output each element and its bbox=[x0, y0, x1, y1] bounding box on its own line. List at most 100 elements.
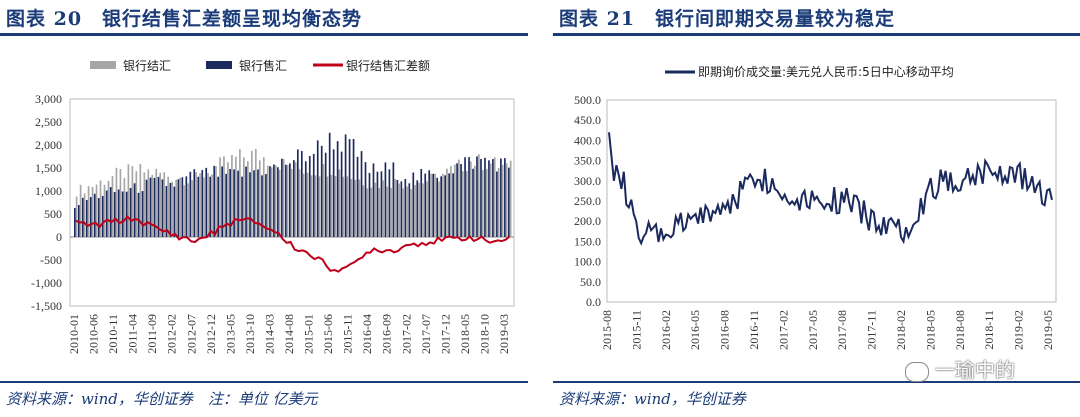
left-bar-settlement bbox=[159, 172, 162, 237]
right-x-tick-label: 2019-05 bbox=[1041, 310, 1055, 350]
left-bar-sale bbox=[269, 166, 271, 237]
left-x-tick-label: 2019-03 bbox=[497, 314, 511, 354]
left-bar-sale bbox=[157, 176, 160, 237]
left-legend-label: 银行售汇 bbox=[239, 58, 287, 73]
right-chart-panel: 图表 21 银行间即期交易量较为稳定 500.0 450.0 400.0 350.0 3… bbox=[553, 0, 1080, 417]
left-bar-sale bbox=[74, 207, 76, 237]
left-bar-settlement bbox=[334, 175, 337, 237]
left-bar-settlement bbox=[462, 171, 464, 237]
left-bar-settlement bbox=[398, 183, 400, 237]
left-bar-settlement bbox=[207, 173, 209, 237]
left-bar-sale bbox=[344, 134, 347, 237]
right-plot-area bbox=[606, 99, 1057, 303]
left-y-tick-label: 0 bbox=[56, 230, 62, 244]
left-bar-sale bbox=[400, 181, 403, 237]
left-bar-sale bbox=[281, 158, 283, 237]
left-bar-settlement bbox=[199, 173, 201, 237]
left-source-note: 资料来源：wind，华创证券 注：单位 亿美元 bbox=[6, 390, 318, 408]
right-y-tick-label: 450.0 bbox=[574, 113, 601, 127]
left-bar-sale bbox=[488, 160, 490, 237]
left-bar-sale bbox=[332, 149, 335, 237]
right-x-tick-label: 2017-02 bbox=[776, 310, 790, 350]
left-bar-settlement bbox=[298, 169, 301, 237]
left-bar-sale bbox=[233, 169, 235, 237]
left-bar-sale bbox=[113, 192, 116, 237]
right-y-tick-label: 150.0 bbox=[574, 234, 601, 248]
left-bar-settlement bbox=[175, 179, 178, 237]
left-bar-sale bbox=[420, 168, 423, 237]
left-legend-label: 银行结售汇差额 bbox=[346, 58, 430, 73]
left-bar-settlement bbox=[302, 173, 305, 237]
left-bar-sale bbox=[285, 164, 287, 237]
left-bar-settlement bbox=[294, 162, 297, 237]
left-bar-settlement bbox=[370, 187, 373, 237]
left-x-tick-label: 2017-02 bbox=[399, 314, 413, 354]
left-bar-settlement bbox=[262, 157, 265, 237]
left-bar-settlement bbox=[430, 173, 432, 237]
left-bar-settlement bbox=[115, 167, 118, 237]
left-bar-sale bbox=[504, 158, 506, 237]
left-bar-settlement bbox=[183, 185, 185, 237]
left-bar-sale bbox=[376, 171, 379, 237]
left-bar-settlement bbox=[306, 172, 309, 237]
left-bar-sale bbox=[472, 168, 474, 237]
right-y-tick-label: 0.0 bbox=[586, 295, 601, 309]
left-bar-settlement bbox=[91, 186, 94, 237]
left-x-tick-label: 2015-01 bbox=[302, 314, 316, 354]
left-bar-sale bbox=[412, 172, 415, 237]
left-bar-sale bbox=[360, 151, 363, 237]
left-bar-sale bbox=[81, 197, 84, 237]
left-bar-settlement bbox=[446, 168, 448, 237]
left-bar-settlement bbox=[418, 182, 420, 237]
left-x-tick-label: 2012-02 bbox=[165, 314, 179, 354]
right-x-tick-label: 2018-08 bbox=[953, 310, 967, 350]
left-bar-settlement bbox=[143, 172, 146, 237]
left-x-tick-label: 2010-01 bbox=[67, 314, 81, 354]
right-x-tick-label: 2016-02 bbox=[659, 310, 673, 350]
right-x-tick-label: 2018-11 bbox=[982, 310, 996, 350]
left-y-tick-label: -1,000 bbox=[31, 276, 62, 290]
left-bar-sale bbox=[93, 193, 96, 237]
left-bar-sale bbox=[197, 176, 200, 237]
left-bar-sale bbox=[456, 163, 458, 237]
left-legend-swatch bbox=[90, 61, 116, 69]
left-bar-sale bbox=[193, 169, 196, 237]
left-bar-sale bbox=[308, 156, 311, 237]
left-bar-sale bbox=[484, 157, 486, 237]
left-bar-sale bbox=[169, 182, 172, 237]
left-bar-settlement bbox=[119, 169, 122, 237]
left-bar-settlement bbox=[83, 193, 86, 237]
left-bar-sale bbox=[237, 170, 239, 237]
left-bar-settlement bbox=[454, 164, 456, 237]
left-bar-sale bbox=[261, 175, 263, 237]
left-bar-sale bbox=[165, 185, 168, 237]
left-bar-settlement bbox=[410, 189, 412, 237]
right-line-volume bbox=[608, 132, 1053, 246]
left-y-tick-label: 1,500 bbox=[35, 161, 62, 175]
left-bar-settlement bbox=[250, 150, 253, 237]
left-bar-sale bbox=[133, 183, 136, 237]
left-bar-settlement bbox=[466, 171, 468, 237]
left-bar-sale bbox=[336, 141, 339, 237]
right-y-tick-label: 300.0 bbox=[574, 174, 601, 188]
left-bar-sale bbox=[253, 170, 255, 237]
left-bar-sale bbox=[205, 167, 208, 237]
left-bar-settlement bbox=[378, 187, 381, 237]
left-bar-settlement bbox=[215, 166, 217, 237]
left-y-tick-label: 2,500 bbox=[35, 115, 62, 129]
right-legend-label: 即期询价成交量:美元兑人民币:5日中心移动平均 bbox=[698, 64, 954, 79]
left-bar-sale bbox=[404, 178, 407, 237]
left-bar-settlement bbox=[195, 172, 197, 237]
left-bar-sale bbox=[316, 140, 319, 237]
left-bar-settlement bbox=[235, 156, 237, 237]
left-bar-sale bbox=[380, 171, 383, 237]
left-bar-sale bbox=[145, 179, 148, 237]
right-y-tick-label: 250.0 bbox=[574, 194, 601, 208]
left-bar-settlement bbox=[390, 187, 393, 237]
left-bar-sale bbox=[257, 169, 259, 237]
left-bar-sale bbox=[436, 177, 439, 237]
right-x-tick-label: 2017-05 bbox=[806, 310, 820, 350]
left-bar-settlement bbox=[330, 174, 333, 237]
left-bar-settlement bbox=[505, 163, 508, 237]
left-bar-settlement bbox=[147, 169, 150, 237]
